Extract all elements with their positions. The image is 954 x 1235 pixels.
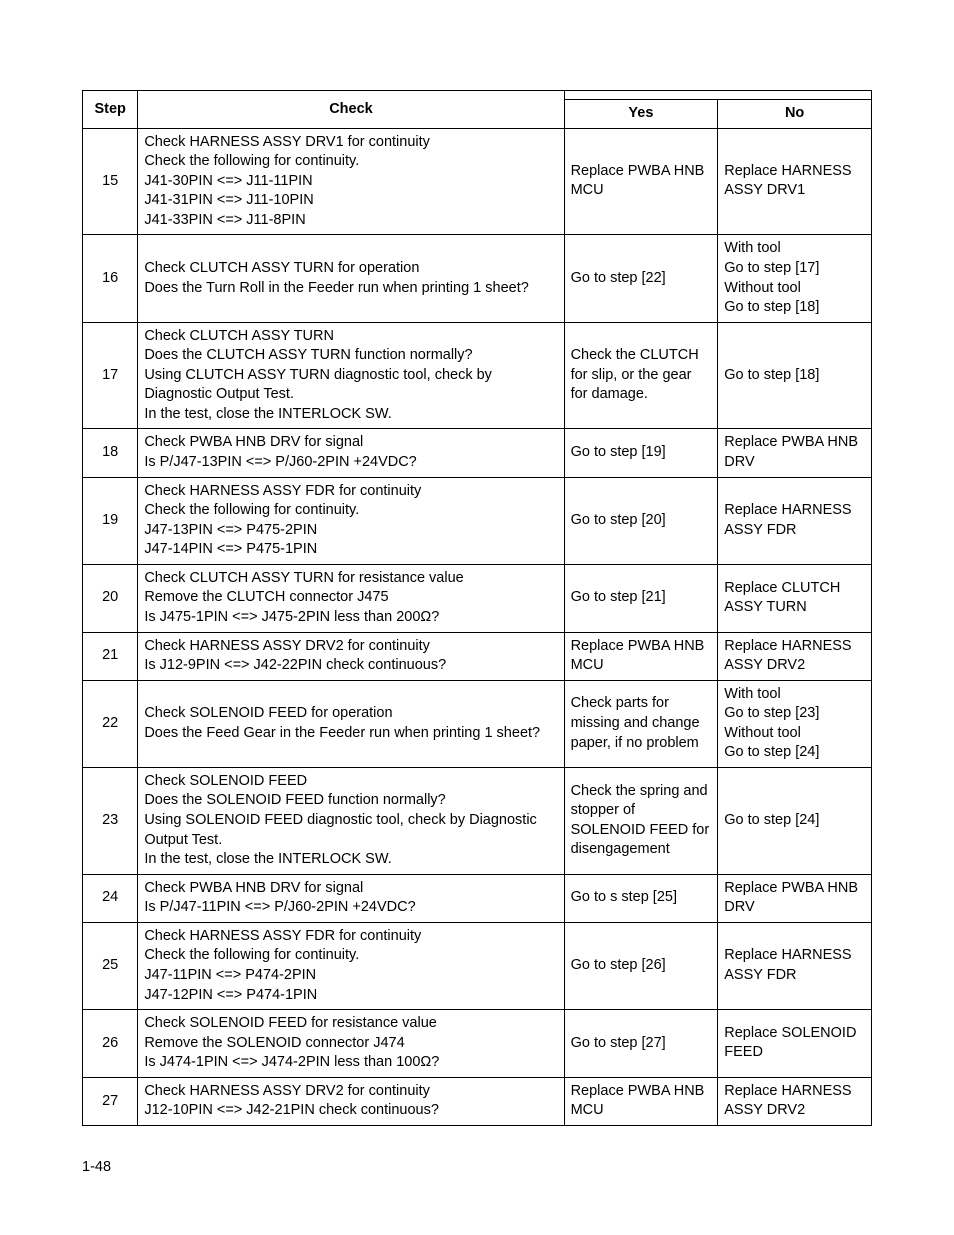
no-cell: Replace HARNESS ASSY DRV2: [718, 632, 872, 680]
table-row: 16Check CLUTCH ASSY TURN for operation D…: [83, 235, 872, 322]
yes-cell: Go to step [27]: [564, 1010, 718, 1078]
yes-cell: Replace PWBA HNB MCU: [564, 1077, 718, 1125]
table-row: 27Check HARNESS ASSY DRV2 for continuity…: [83, 1077, 872, 1125]
yes-cell: Go to s step [25]: [564, 874, 718, 922]
table-header: Step Check Yes No: [83, 91, 872, 129]
step-cell: 15: [83, 128, 138, 235]
step-cell: 25: [83, 922, 138, 1009]
table-row: 26Check SOLENOID FEED for resistance val…: [83, 1010, 872, 1078]
check-cell: Check CLUTCH ASSY TURN for operation Doe…: [138, 235, 564, 322]
step-cell: 20: [83, 564, 138, 632]
yes-cell: Go to step [26]: [564, 922, 718, 1009]
step-cell: 27: [83, 1077, 138, 1125]
no-cell: Replace CLUTCH ASSY TURN: [718, 564, 872, 632]
document-page: Step Check Yes No 15Check HARNESS ASSY D…: [0, 0, 954, 1235]
no-cell: With tool Go to step [23] Without tool G…: [718, 680, 872, 767]
table-body: 15Check HARNESS ASSY DRV1 for continuity…: [83, 128, 872, 1125]
check-cell: Check CLUTCH ASSY TURN Does the CLUTCH A…: [138, 322, 564, 429]
no-cell: Replace PWBA HNB DRV: [718, 874, 872, 922]
yes-cell: Check the spring and stopper of SOLENOID…: [564, 767, 718, 874]
step-cell: 17: [83, 322, 138, 429]
header-blank: [564, 91, 871, 100]
no-cell: Replace HARNESS ASSY DRV2: [718, 1077, 872, 1125]
check-cell: Check HARNESS ASSY FDR for continuity Ch…: [138, 922, 564, 1009]
step-cell: 19: [83, 477, 138, 564]
no-cell: With tool Go to step [17] Without tool G…: [718, 235, 872, 322]
table-row: 25Check HARNESS ASSY FDR for continuity …: [83, 922, 872, 1009]
header-yes: Yes: [564, 100, 718, 129]
step-cell: 18: [83, 429, 138, 477]
table-row: 18Check PWBA HNB DRV for signal Is P/J47…: [83, 429, 872, 477]
header-no: No: [718, 100, 872, 129]
table-row: 24Check PWBA HNB DRV for signal Is P/J47…: [83, 874, 872, 922]
no-cell: Replace PWBA HNB DRV: [718, 429, 872, 477]
no-cell: Replace HARNESS ASSY FDR: [718, 477, 872, 564]
check-cell: Check PWBA HNB DRV for signal Is P/J47-1…: [138, 429, 564, 477]
step-cell: 24: [83, 874, 138, 922]
table-row: 21Check HARNESS ASSY DRV2 for continuity…: [83, 632, 872, 680]
table-row: 19Check HARNESS ASSY FDR for continuity …: [83, 477, 872, 564]
yes-cell: Replace PWBA HNB MCU: [564, 632, 718, 680]
yes-cell: Check parts for missing and change paper…: [564, 680, 718, 767]
table-row: 20Check CLUTCH ASSY TURN for resistance …: [83, 564, 872, 632]
yes-cell: Go to step [20]: [564, 477, 718, 564]
page-number: 1-48: [82, 1159, 111, 1175]
no-cell: Go to step [18]: [718, 322, 872, 429]
check-cell: Check SOLENOID FEED for operation Does t…: [138, 680, 564, 767]
check-cell: Check SOLENOID FEED Does the SOLENOID FE…: [138, 767, 564, 874]
step-cell: 16: [83, 235, 138, 322]
yes-cell: Replace PWBA HNB MCU: [564, 128, 718, 235]
header-check: Check: [138, 91, 564, 129]
no-cell: Replace HARNESS ASSY DRV1: [718, 128, 872, 235]
step-cell: 23: [83, 767, 138, 874]
check-cell: Check HARNESS ASSY DRV1 for continuity C…: [138, 128, 564, 235]
table-row: 23Check SOLENOID FEED Does the SOLENOID …: [83, 767, 872, 874]
troubleshooting-table: Step Check Yes No 15Check HARNESS ASSY D…: [82, 90, 872, 1126]
step-cell: 21: [83, 632, 138, 680]
check-cell: Check HARNESS ASSY DRV2 for continuity J…: [138, 1077, 564, 1125]
check-cell: Check PWBA HNB DRV for signal Is P/J47-1…: [138, 874, 564, 922]
yes-cell: Go to step [22]: [564, 235, 718, 322]
header-step: Step: [83, 91, 138, 129]
yes-cell: Go to step [21]: [564, 564, 718, 632]
no-cell: Replace SOLENOID FEED: [718, 1010, 872, 1078]
check-cell: Check CLUTCH ASSY TURN for resistance va…: [138, 564, 564, 632]
no-cell: Replace HARNESS ASSY FDR: [718, 922, 872, 1009]
check-cell: Check HARNESS ASSY FDR for continuity Ch…: [138, 477, 564, 564]
yes-cell: Check the CLUTCH for slip, or the gear f…: [564, 322, 718, 429]
table-row: 22Check SOLENOID FEED for operation Does…: [83, 680, 872, 767]
check-cell: Check SOLENOID FEED for resistance value…: [138, 1010, 564, 1078]
step-cell: 26: [83, 1010, 138, 1078]
no-cell: Go to step [24]: [718, 767, 872, 874]
yes-cell: Go to step [19]: [564, 429, 718, 477]
table-row: 15Check HARNESS ASSY DRV1 for continuity…: [83, 128, 872, 235]
step-cell: 22: [83, 680, 138, 767]
table-row: 17Check CLUTCH ASSY TURN Does the CLUTCH…: [83, 322, 872, 429]
check-cell: Check HARNESS ASSY DRV2 for continuity I…: [138, 632, 564, 680]
